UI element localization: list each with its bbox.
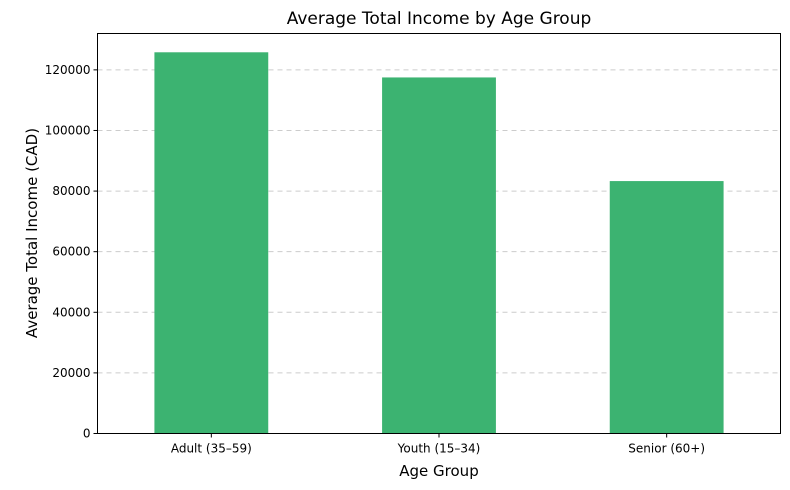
x-tick-label: Youth (15–34) (397, 442, 481, 456)
y-tick-label: 120000 (45, 63, 91, 77)
y-axis-ticks: 0 20000 40000 60000 80000 100000 120000 (45, 63, 98, 441)
bar-layer (154, 52, 724, 434)
x-axis-ticks: Adult (35–59) Youth (15–34) Senior (60+) (171, 433, 705, 456)
y-tick-label: 60000 (52, 245, 90, 259)
chart-title: Average Total Income by Age Group (287, 9, 592, 29)
y-tick-label: 80000 (52, 184, 90, 198)
bar (609, 181, 724, 434)
y-tick-label: 40000 (52, 305, 90, 319)
y-axis-label: Average Total Income (CAD) (23, 128, 41, 338)
x-tick-label: Senior (60+) (628, 442, 705, 456)
y-tick-label: 0 (83, 427, 91, 441)
y-tick-label: 20000 (52, 366, 90, 380)
x-axis-label: Age Group (399, 462, 478, 480)
y-tick-label: 100000 (45, 123, 91, 137)
bar (382, 77, 496, 434)
x-tick-label: Adult (35–59) (171, 442, 252, 456)
bar (154, 52, 269, 434)
